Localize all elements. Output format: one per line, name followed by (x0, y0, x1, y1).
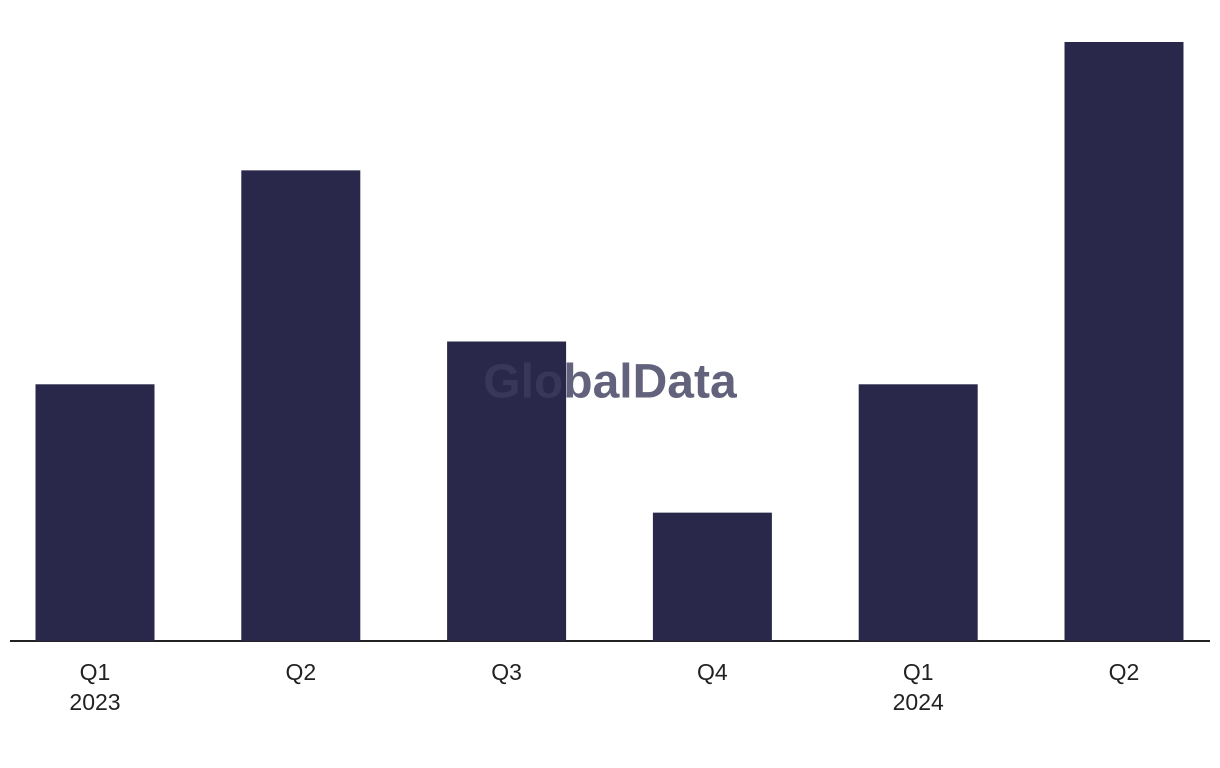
x-tick-label: 2023 (69, 689, 120, 715)
bar (652, 512, 772, 641)
x-tick-label: Q1 (80, 659, 111, 685)
bar (1064, 42, 1184, 641)
x-tick-label: Q3 (491, 659, 522, 685)
bar (241, 170, 361, 641)
x-tick-label: Q2 (285, 659, 316, 685)
bar (447, 341, 567, 641)
x-tick-label: Q2 (1109, 659, 1140, 685)
bar (35, 384, 155, 641)
x-tick-label: Q4 (697, 659, 728, 685)
x-tick-label: Q1 (903, 659, 934, 685)
x-tick-label: 2024 (893, 689, 944, 715)
watermark: GlobalData (483, 356, 737, 409)
bar (858, 384, 978, 641)
